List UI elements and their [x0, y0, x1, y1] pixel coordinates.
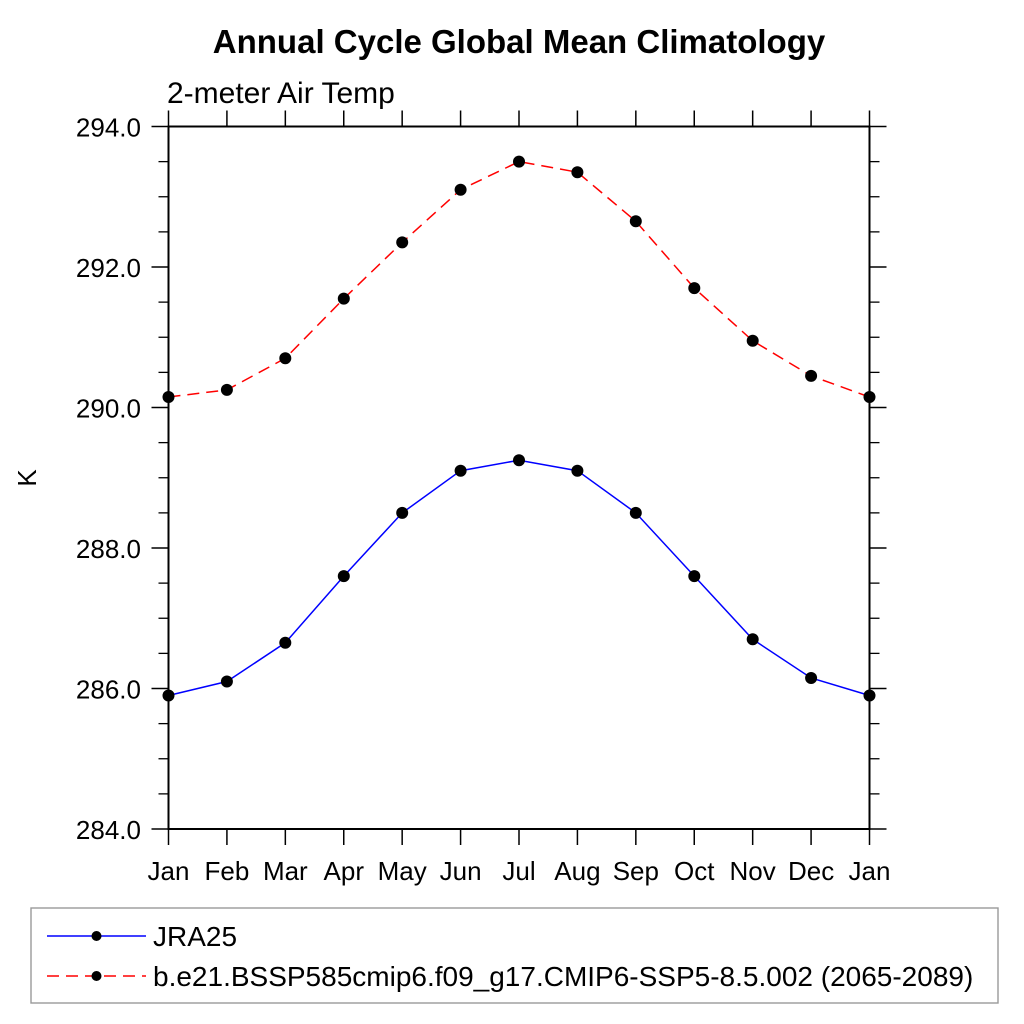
x-tick-label: Oct	[674, 856, 715, 886]
data-point	[629, 215, 642, 228]
x-tick-label: Jun	[440, 856, 482, 886]
y-tick-label: 292.0	[76, 253, 141, 283]
x-tick-label: Sep	[613, 856, 659, 886]
data-point	[337, 292, 350, 305]
chart-title: Annual Cycle Global Mean Climatology	[213, 23, 826, 60]
data-point	[454, 464, 467, 477]
x-tick-label: May	[378, 856, 427, 886]
y-axis-label: K	[12, 469, 42, 487]
data-point	[805, 672, 818, 684]
series-line	[168, 160, 870, 398]
data-point	[688, 282, 701, 295]
x-tick-label: Nov	[730, 856, 776, 886]
legend-item: JRA25	[47, 921, 237, 952]
x-tick-label: Jan	[849, 856, 891, 886]
legend-sample-marker	[91, 931, 102, 941]
y-tick-label: 284.0	[76, 815, 141, 845]
legend-box	[30, 907, 999, 1004]
y-tick-label: 288.0	[76, 534, 141, 564]
data-point	[162, 391, 175, 403]
data-point	[863, 689, 876, 702]
data-point	[396, 506, 409, 519]
data-point	[337, 570, 350, 583]
data-point	[571, 464, 584, 477]
series-line	[168, 459, 870, 697]
data-point	[396, 236, 409, 249]
data-point	[454, 183, 467, 196]
data-point	[279, 352, 292, 365]
plot-area: Jan Feb Mar Apr May Jun Jul Aug Sep Oct Nov Dec Jan2…	[76, 110, 891, 886]
x-tick-label: Dec	[788, 856, 834, 886]
data-point	[571, 166, 584, 179]
plot-frame	[167, 125, 871, 830]
legend-sample-marker	[91, 971, 102, 981]
data-point	[220, 383, 233, 396]
x-tick-label: Jul	[502, 856, 535, 886]
data-point	[688, 570, 701, 583]
data-point	[863, 391, 876, 403]
legend-label: JRA25	[153, 921, 237, 952]
chart-subtitle: 2-meter Air Temp	[167, 77, 395, 110]
x-tick-label: Aug	[554, 856, 600, 886]
data-point	[513, 454, 525, 467]
legend: JRA25 b.e21.BSSP585cmip6.f09_g17.CMIP6-SS…	[30, 907, 999, 1004]
x-tick-label: Apr	[324, 856, 365, 886]
x-tick-label: Mar	[263, 856, 308, 886]
y-tick-label: 294.0	[76, 113, 141, 143]
data-point	[279, 636, 292, 649]
data-point	[220, 675, 233, 688]
data-point	[746, 633, 759, 646]
legend-item: b.e21.BSSP585cmip6.f09_g17.CMIP6-SSP5-8.…	[47, 961, 973, 992]
x-tick-label: Feb	[205, 856, 250, 886]
data-point	[162, 689, 175, 702]
y-tick-label: 286.0	[76, 675, 141, 705]
y-tick-label: 290.0	[76, 394, 141, 424]
x-tick-label: Jan	[148, 856, 190, 886]
data-point	[629, 506, 642, 519]
data-point	[746, 334, 759, 347]
data-point	[513, 155, 525, 168]
data-point	[805, 369, 818, 382]
legend-label: b.e21.BSSP585cmip6.f09_g17.CMIP6-SSP5-8.…	[153, 961, 973, 992]
